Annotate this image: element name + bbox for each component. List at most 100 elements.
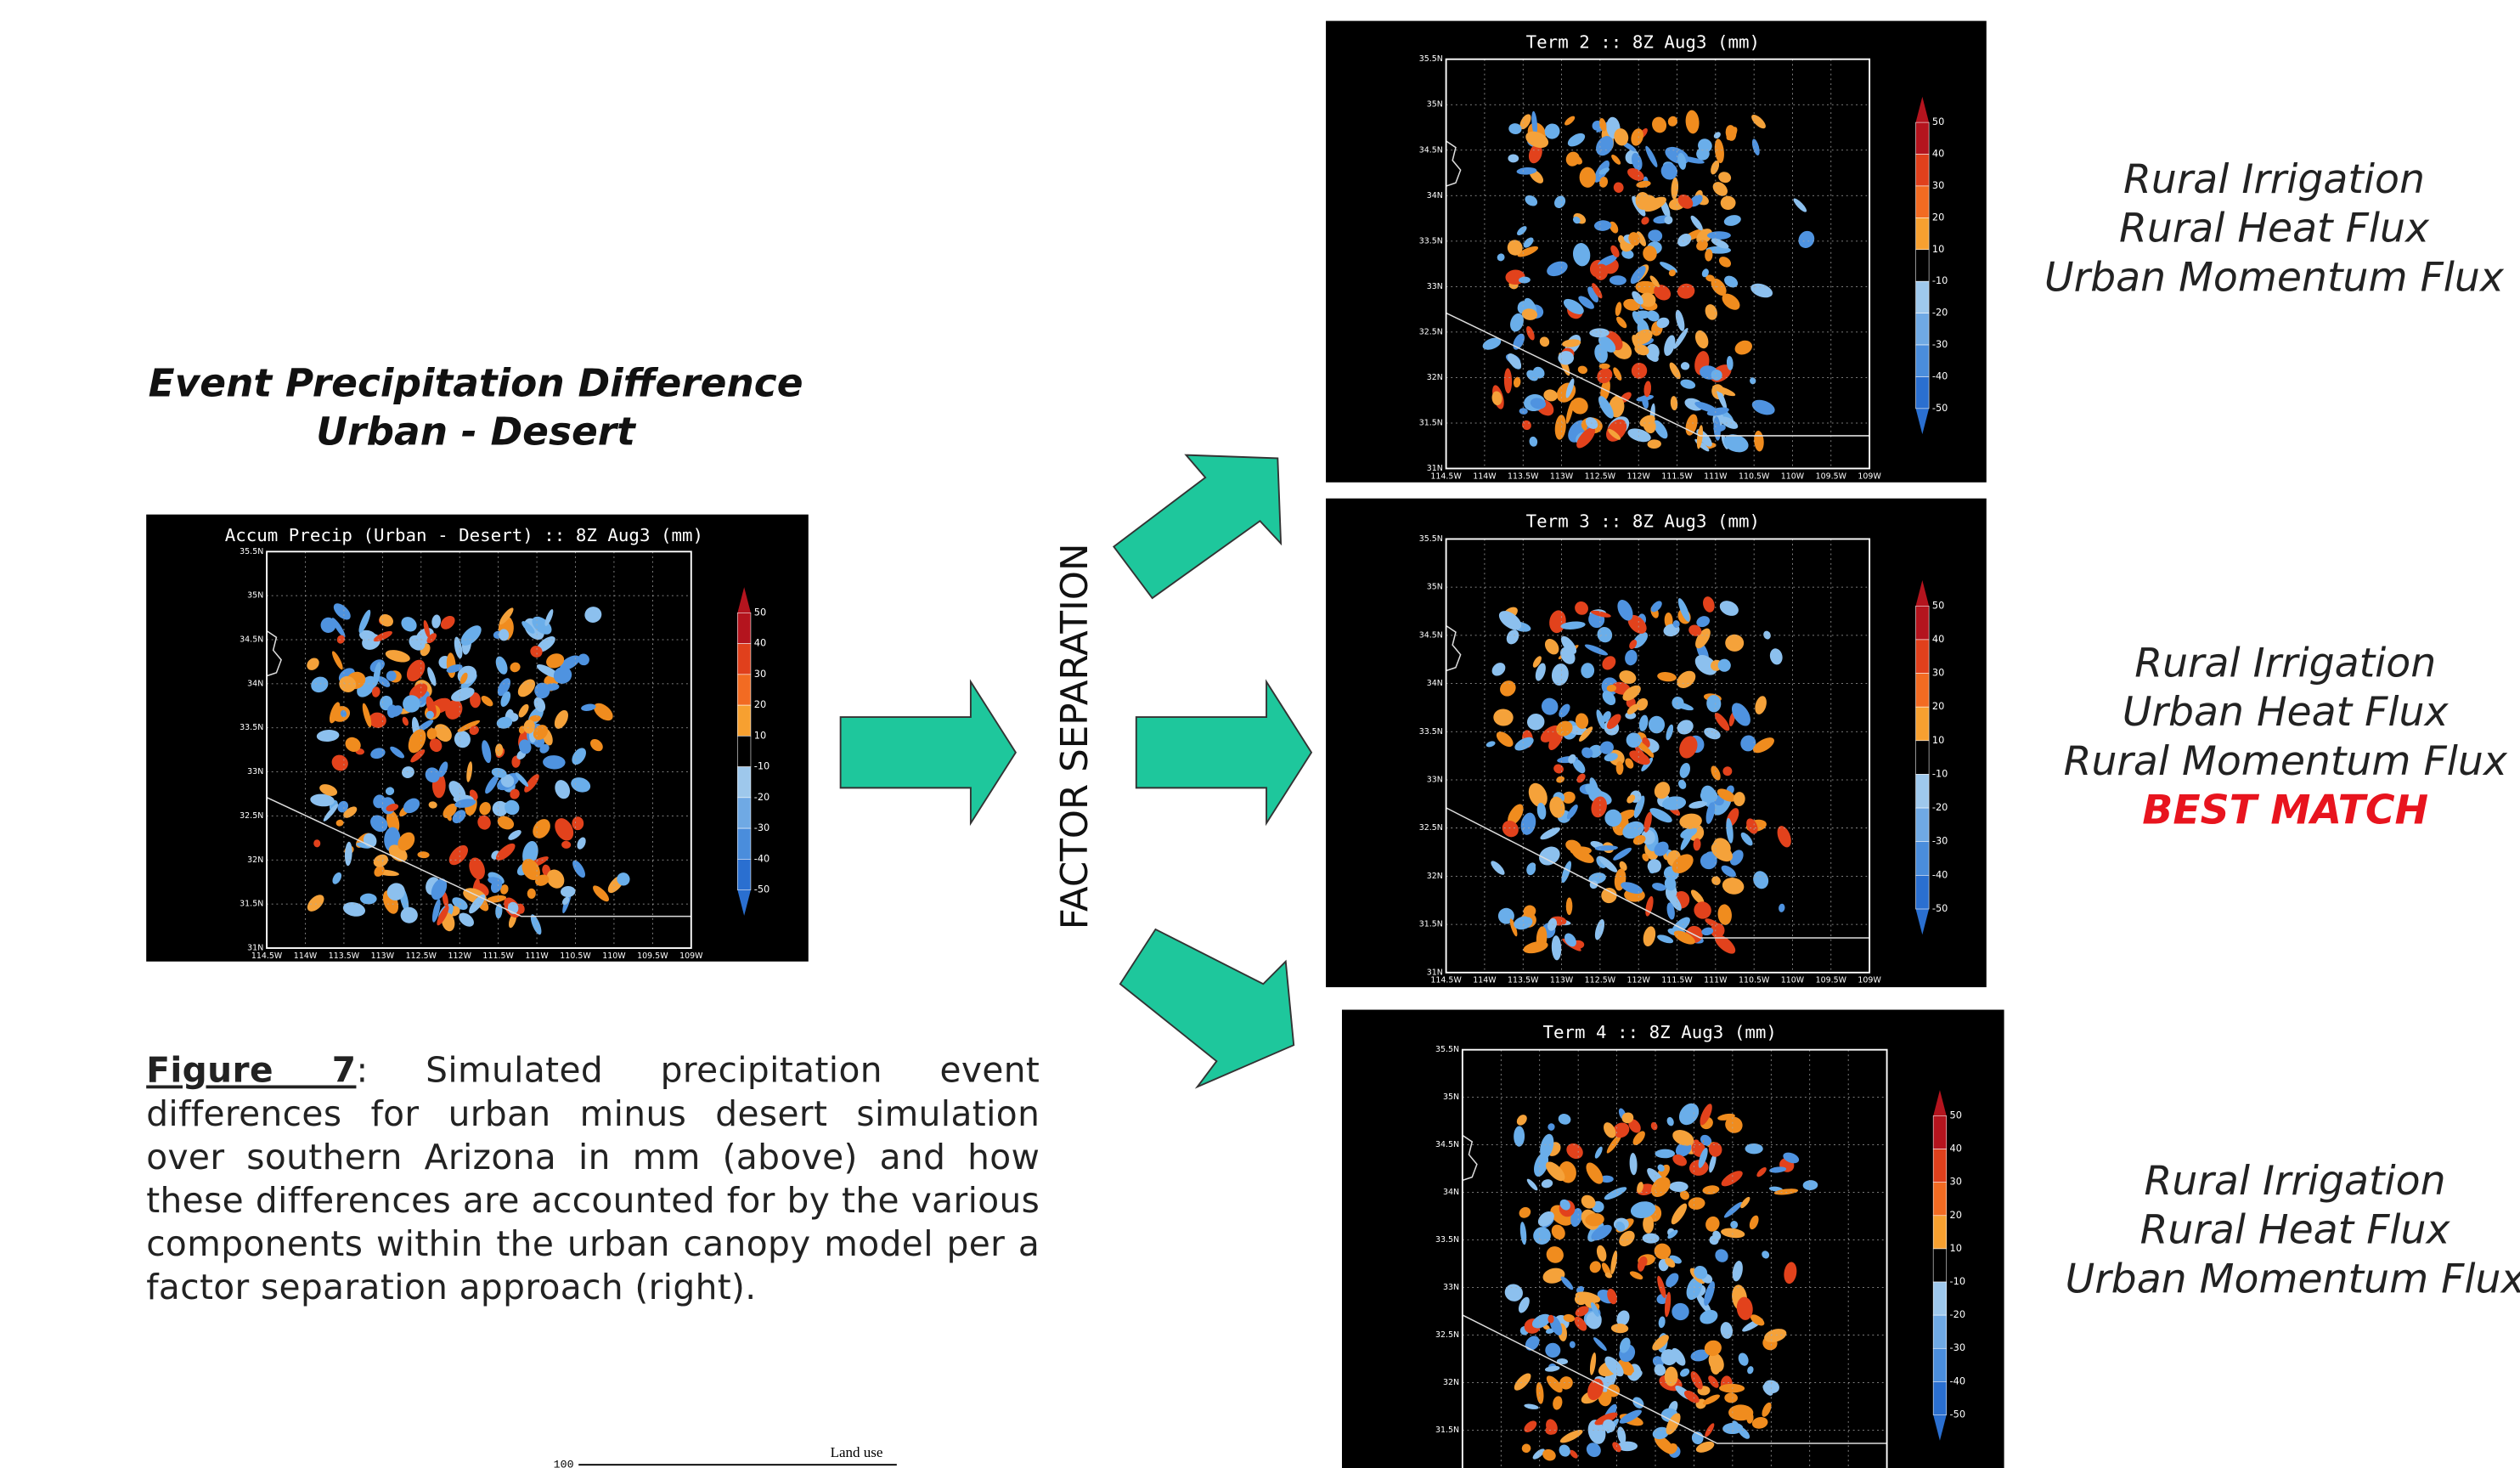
map-title: Term 2 :: 8Z Aug3 (mm) bbox=[1526, 32, 1760, 53]
colorbar-label: -10 bbox=[754, 760, 770, 772]
lon-label: 110.5W bbox=[1739, 471, 1770, 481]
lat-label: 35.5N bbox=[1419, 534, 1443, 544]
lon-label: 113.5W bbox=[329, 951, 360, 961]
colorbar-label: -20 bbox=[1950, 1308, 1966, 1320]
lat-label: 32N bbox=[1443, 1378, 1459, 1387]
caption-label: Figure 7 bbox=[146, 1052, 356, 1092]
colorbar-label: -30 bbox=[1932, 835, 1948, 847]
colorbar-label: -30 bbox=[1932, 338, 1948, 350]
lat-label: 32.5N bbox=[1419, 823, 1443, 833]
colorbar-label: -40 bbox=[1932, 370, 1948, 381]
lat-label: 33.5N bbox=[240, 723, 263, 732]
lon-label: 109.5W bbox=[1816, 976, 1847, 985]
colorbar-label: 20 bbox=[1932, 211, 1944, 223]
colorbar-label: -20 bbox=[1932, 801, 1948, 813]
lon-label: 110.5W bbox=[1739, 976, 1770, 985]
colorbar-label: -20 bbox=[1932, 307, 1948, 319]
colorbar-label: 10 bbox=[754, 729, 766, 741]
map-title: Term 4 :: 8Z Aug3 (mm) bbox=[1542, 1022, 1776, 1042]
colorbar-segment bbox=[1916, 606, 1930, 640]
colorbar-segment bbox=[1916, 875, 1930, 909]
colorbar-label: 40 bbox=[1932, 633, 1944, 645]
arrow bbox=[841, 681, 1016, 823]
lon-label: 112.5W bbox=[1585, 471, 1616, 481]
lat-label: 32N bbox=[247, 855, 263, 865]
colorbar-segment bbox=[1933, 1183, 1947, 1216]
colorbar-segment bbox=[1916, 313, 1930, 345]
lon-label: 111W bbox=[1704, 471, 1728, 481]
colorbar-label: 10 bbox=[1950, 1242, 1962, 1254]
lon-label: 110W bbox=[1781, 471, 1805, 481]
colorbar-segment bbox=[1916, 250, 1930, 281]
colorbar-label: 30 bbox=[1950, 1176, 1962, 1188]
lon-label: 111.5W bbox=[1661, 471, 1693, 481]
lon-label: 114W bbox=[294, 951, 318, 961]
term-label: Urban Momentum Flux bbox=[2066, 1256, 2520, 1302]
precip-blob bbox=[1599, 364, 1610, 370]
lon-label: 113W bbox=[1550, 471, 1574, 481]
lat-label: 35N bbox=[1427, 100, 1443, 110]
colorbar-label: -40 bbox=[1932, 868, 1948, 880]
page: Event Precipitation Difference Urban - D… bbox=[0, 0, 2520, 1468]
lon-label: 112W bbox=[1627, 976, 1651, 985]
colorbar-label: 20 bbox=[754, 698, 766, 710]
lon-label: 111.5W bbox=[1661, 976, 1693, 985]
lat-label: 34.5N bbox=[1419, 145, 1443, 155]
term-label: Urban Heat Flux bbox=[2123, 689, 2450, 736]
precip-blob bbox=[1707, 231, 1731, 240]
colorbar-label: -50 bbox=[1932, 402, 1948, 414]
lon-label: 113.5W bbox=[1508, 471, 1539, 481]
lat-label: 33.5N bbox=[1419, 727, 1443, 737]
colorbar-label: -10 bbox=[1932, 274, 1948, 286]
map-title: Term 3 :: 8Z Aug3 (mm) bbox=[1526, 511, 1760, 531]
precip-blob bbox=[1616, 761, 1624, 775]
lat-label: 34N bbox=[247, 679, 263, 688]
lon-label: 111W bbox=[525, 951, 549, 961]
colorbar-label: 40 bbox=[1932, 148, 1944, 160]
colorbar-label: 10 bbox=[1932, 734, 1944, 746]
colorbar-label: 50 bbox=[1932, 599, 1944, 611]
colorbar-label: 40 bbox=[1950, 1143, 1962, 1155]
lat-label: 32N bbox=[1427, 373, 1443, 382]
precip-blob bbox=[401, 907, 418, 923]
lat-label: 33N bbox=[247, 767, 263, 776]
term-label: Rural Irrigation bbox=[2134, 641, 2436, 687]
bottom-tick: 100 bbox=[554, 1459, 574, 1468]
colorbar-segment bbox=[1933, 1249, 1947, 1282]
map-title: Accum Precip (Urban - Desert) :: 8Z Aug3… bbox=[225, 525, 703, 545]
lon-label: 110.5W bbox=[560, 951, 591, 961]
colorbar-label: -40 bbox=[754, 852, 770, 864]
colorbar-segment bbox=[737, 767, 751, 798]
term-label: Urban Momentum Flux bbox=[2044, 254, 2505, 301]
colorbar-label: 30 bbox=[1932, 667, 1944, 679]
colorbar-segment bbox=[1933, 1115, 1947, 1149]
lon-label: 109W bbox=[1858, 471, 1881, 481]
colorbar-segment bbox=[1933, 1348, 1947, 1381]
colorbar-segment bbox=[1916, 122, 1930, 154]
lon-label: 114.5W bbox=[1430, 471, 1462, 481]
colorbar-segment bbox=[1916, 842, 1930, 876]
bottom-label: Land use bbox=[831, 1444, 883, 1460]
precip-blob bbox=[1508, 154, 1519, 162]
lon-label: 109W bbox=[1858, 976, 1881, 985]
colorbar-segment bbox=[1933, 1282, 1947, 1315]
term-label: Rural Irrigation bbox=[2145, 1158, 2446, 1205]
factor-label: FACTOR SEPARATION bbox=[1054, 543, 1097, 929]
lon-label: 113W bbox=[371, 951, 395, 961]
lat-label: 33N bbox=[1427, 775, 1443, 784]
colorbar-segment bbox=[1916, 808, 1930, 842]
lat-label: 34.5N bbox=[240, 635, 263, 645]
lat-label: 35N bbox=[247, 591, 263, 601]
lon-label: 113W bbox=[1550, 976, 1574, 985]
colorbar-segment bbox=[1916, 345, 1930, 376]
colorbar-segment bbox=[1916, 674, 1930, 708]
map-panel: Term 2 :: 8Z Aug3 (mm)35.5N35N34.5N34N33… bbox=[1326, 21, 1987, 483]
colorbar-segment bbox=[737, 705, 751, 736]
colorbar-label: -40 bbox=[1950, 1375, 1966, 1386]
colorbar-label: 10 bbox=[1932, 243, 1944, 255]
colorbar-segment bbox=[1916, 741, 1930, 775]
left-subtitle: Urban - Desert bbox=[316, 409, 637, 454]
colorbar-segment bbox=[1933, 1315, 1947, 1348]
lon-label: 109.5W bbox=[1816, 471, 1847, 481]
lat-label: 34.5N bbox=[1435, 1140, 1459, 1149]
